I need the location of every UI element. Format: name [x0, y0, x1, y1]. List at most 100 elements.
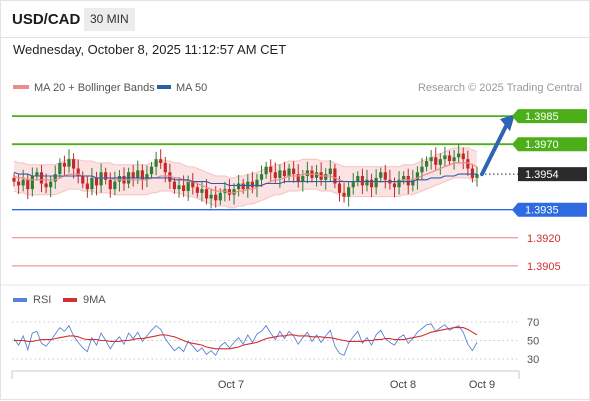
candle-body — [365, 179, 369, 186]
candle-body — [71, 159, 76, 169]
candle-body — [195, 187, 199, 193]
candle-body — [255, 179, 259, 188]
candle-body — [429, 157, 433, 162]
candle-body — [177, 185, 181, 190]
candle-body — [347, 187, 351, 197]
candle-body — [402, 176, 406, 180]
timeframe-button[interactable]: 30 MIN — [84, 8, 135, 31]
candle-body — [328, 168, 332, 175]
bollinger-bands — [13, 147, 478, 209]
candle-body — [424, 161, 429, 167]
ma20-legend-swatch — [13, 85, 29, 89]
rsi-ma-line — [14, 327, 478, 350]
candle-body — [466, 159, 470, 169]
candle-body — [191, 181, 195, 188]
candle-body — [356, 176, 360, 182]
candle-body — [35, 172, 39, 177]
candle-body — [58, 162, 62, 175]
level-tag-1.3935 — [512, 202, 587, 217]
candle-body — [475, 174, 479, 178]
candle-body — [292, 168, 296, 175]
projection-arrow — [480, 114, 515, 177]
rsi-tick-label-70: 70 — [527, 317, 539, 329]
candle-body — [136, 170, 140, 178]
level-label-1.3985: 1.3985 — [525, 111, 559, 123]
candle-body — [108, 179, 112, 190]
candle-body — [296, 174, 300, 182]
candle-body — [250, 181, 254, 188]
candle-body — [117, 176, 122, 182]
candle-body — [397, 179, 401, 188]
candle-body — [342, 192, 346, 197]
candle-body — [12, 177, 16, 182]
candle-body — [39, 172, 44, 184]
ma50-line — [13, 171, 477, 186]
candle-body — [168, 172, 172, 182]
candle-body — [30, 176, 34, 190]
candle-body — [21, 179, 25, 186]
projection-arrow-shaft — [480, 122, 509, 177]
candle-body — [360, 176, 364, 186]
level-label-1.3935: 1.3935 — [525, 205, 559, 217]
level-tag-1.3970 — [512, 137, 587, 152]
rsi-ma-legend-label: 9MA — [83, 294, 106, 306]
timestamp: Wednesday, October 8, 2025 11:12:57 AM C… — [13, 42, 287, 57]
rsi-tick-label-30: 30 — [527, 354, 539, 366]
rsi-panel: 70 50 30 — [12, 317, 539, 366]
x-tick-label-oct8: Oct 8 — [390, 379, 416, 391]
candle-body — [140, 170, 144, 180]
candle-body — [470, 168, 475, 178]
level-label-1.3905: 1.3905 — [527, 261, 561, 273]
copyright-text: Research © 2025 Trading Central — [418, 82, 582, 94]
candle-body — [447, 155, 452, 162]
candle-body — [461, 153, 465, 160]
bollinger-band-area — [14, 147, 477, 208]
candle-body — [16, 181, 21, 186]
candle-body — [434, 157, 438, 165]
candle-body — [227, 189, 232, 195]
candle-body — [287, 168, 291, 177]
candle-body — [333, 168, 337, 184]
candle-body — [204, 189, 209, 199]
candle-body — [182, 185, 186, 191]
chart-header: USD/CAD 30 MIN — [1, 1, 589, 38]
candle-body — [99, 172, 103, 186]
candle-body — [145, 174, 149, 180]
bollinger-lower-line — [13, 177, 478, 209]
candle-body — [374, 177, 378, 188]
rsi-legend-label: RSI — [33, 294, 51, 306]
candle-body — [351, 181, 355, 188]
projection-arrow-head — [500, 114, 515, 132]
candle-body — [301, 176, 305, 182]
rsi-line — [13, 323, 478, 357]
candle-body — [411, 179, 415, 186]
candle-body — [420, 166, 424, 173]
candlesticks — [12, 143, 479, 209]
x-tick-label-oct7: Oct 7 — [218, 379, 244, 391]
candle-body — [94, 177, 99, 186]
last-price-tag — [518, 167, 587, 182]
candle-body — [149, 166, 154, 175]
symbol-title: USD/CAD — [12, 11, 81, 28]
candle-body — [26, 179, 30, 190]
candle-body — [443, 155, 447, 160]
candle-body — [241, 183, 245, 190]
candle-body — [113, 181, 117, 190]
candle-body — [90, 177, 94, 190]
candle-body — [104, 172, 108, 180]
candle-body — [209, 194, 213, 199]
candle-body — [131, 172, 135, 178]
candle-body — [154, 159, 158, 167]
candle-body — [337, 183, 342, 193]
level-label-1.3970: 1.3970 — [525, 139, 559, 151]
candle-body — [457, 153, 461, 158]
candle-body — [259, 174, 264, 180]
candle-body — [324, 174, 328, 180]
price-levels — [12, 115, 518, 267]
candle-body — [273, 172, 277, 178]
candle-body — [44, 183, 48, 188]
candle-body — [392, 183, 397, 188]
candle-body — [383, 172, 387, 180]
candle-body — [232, 189, 236, 195]
